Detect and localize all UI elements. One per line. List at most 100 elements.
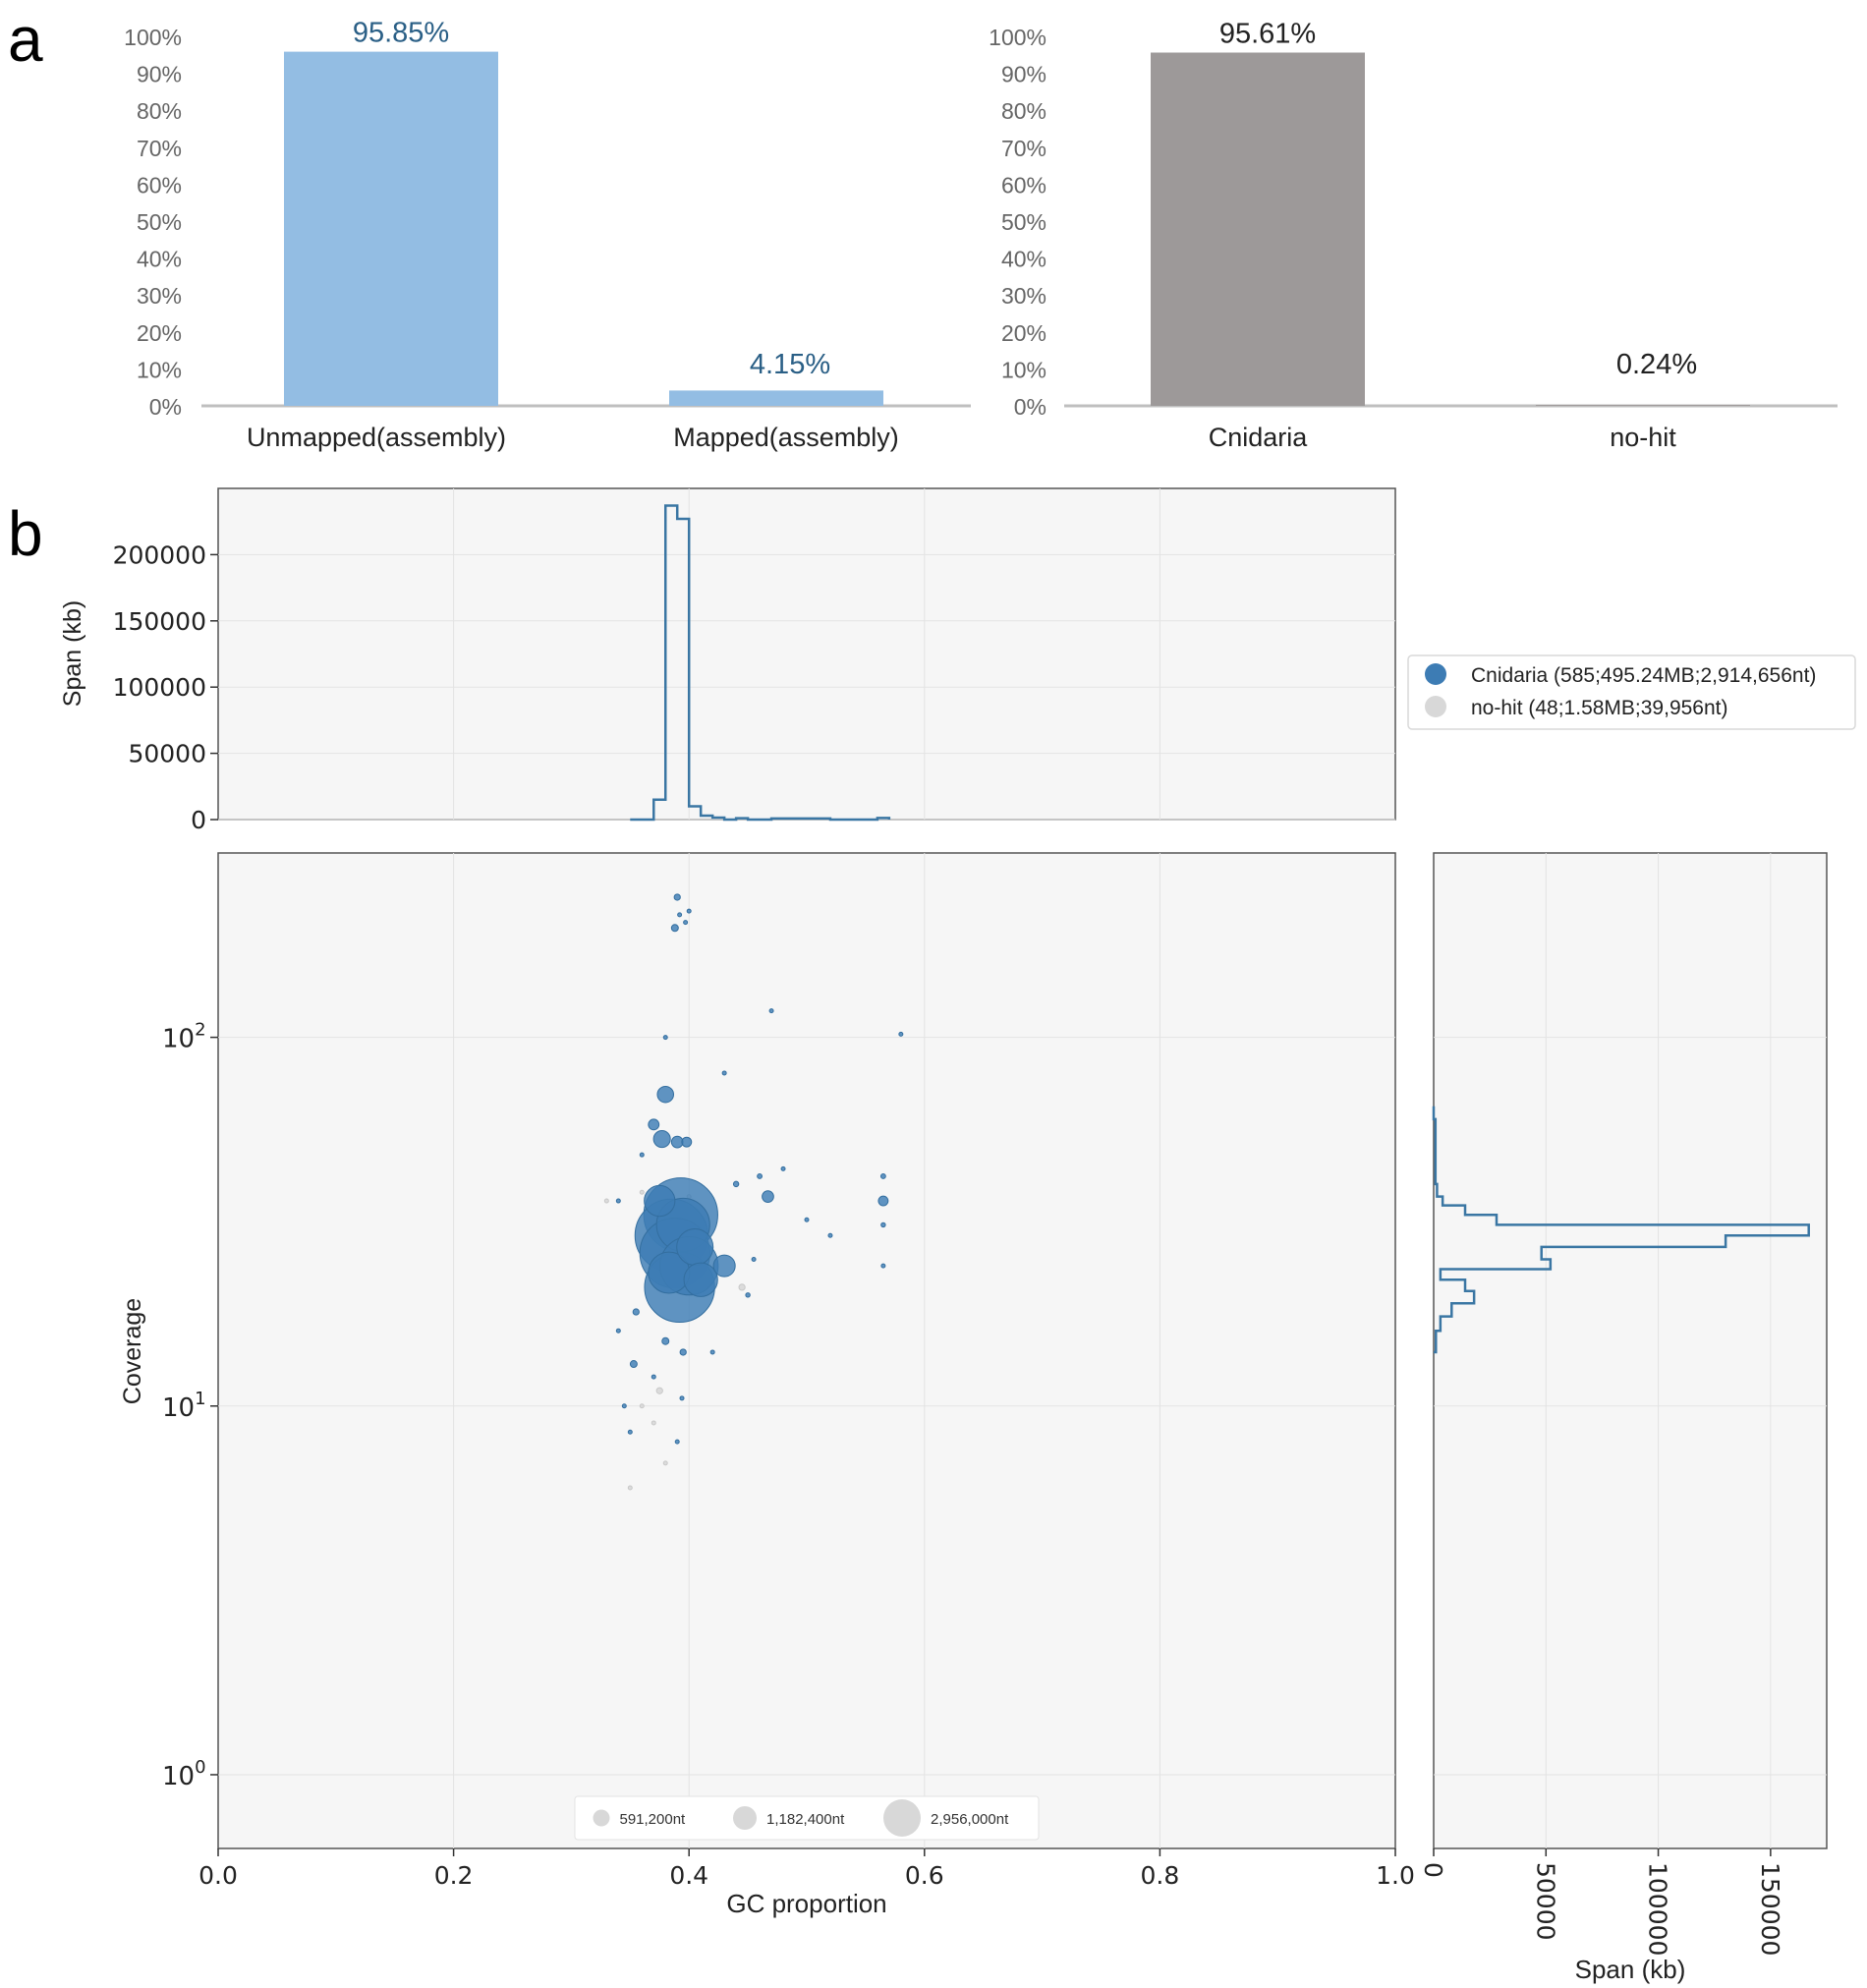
point-no-hit bbox=[639, 1403, 645, 1409]
y-tick-label: 100% bbox=[989, 25, 1047, 50]
gc-coverage-scatter: 0.0 0.2 0.4 0.6 0.8 1.0 100 101 102 GC proporti… bbox=[119, 852, 1415, 1918]
y-tick-label: 30% bbox=[1001, 283, 1047, 309]
y-tick-label: 0 bbox=[191, 806, 206, 834]
point-no-hit bbox=[738, 1283, 746, 1291]
panel-label-b: b bbox=[8, 498, 43, 569]
y-tick-label: 60% bbox=[137, 172, 182, 198]
x-tick-label: 0.6 bbox=[905, 1861, 944, 1890]
y-tick-label: 100 bbox=[162, 1757, 206, 1791]
y-axis-ticks: 100 101 102 bbox=[162, 1020, 218, 1791]
y-tick-label: 40% bbox=[137, 247, 182, 272]
legend-label-cnidaria: Cnidaria (585;495.24MB;2,914,656nt) bbox=[1471, 664, 1816, 687]
y-tick-label: 10% bbox=[1001, 357, 1047, 382]
legend-marker-cnidaria bbox=[1425, 663, 1446, 685]
point-no-hit bbox=[651, 1420, 656, 1426]
point-cnidaria bbox=[670, 1135, 684, 1149]
x-tick-label: 0.8 bbox=[1141, 1861, 1180, 1890]
size-legend-box bbox=[574, 1795, 1040, 1841]
size-legend: 591,200nt 1,182,400nt 2,956,000nt bbox=[574, 1795, 1040, 1841]
scatter-points bbox=[603, 893, 904, 1491]
point-cnidaria bbox=[615, 1198, 621, 1204]
point-cnidaria bbox=[712, 1254, 736, 1278]
y-tick-label: 50% bbox=[137, 209, 182, 235]
point-no-hit bbox=[662, 1460, 668, 1466]
value-label-no-hit: 0.24% bbox=[1616, 349, 1697, 380]
point-cnidaria bbox=[879, 1173, 886, 1179]
y-tick-label: 101 bbox=[162, 1389, 206, 1423]
coverage-span-histogram: 0 50000 100000 150000 Span (kb) bbox=[1419, 852, 1828, 1984]
y-axis-label: Span (kb) bbox=[59, 600, 86, 707]
category-label-unmapped: Unmapped(assembly) bbox=[247, 423, 506, 452]
size-legend-label: 591,200nt bbox=[619, 1811, 686, 1828]
x-axis-ticks: 0 50000 100000 150000 bbox=[1419, 1848, 1784, 1956]
point-cnidaria bbox=[621, 1403, 627, 1409]
size-legend-marker bbox=[883, 1799, 921, 1837]
point-cnidaria bbox=[632, 1308, 640, 1316]
y-tick-label: 90% bbox=[137, 62, 182, 87]
x-tick-label: 100000 bbox=[1644, 1862, 1672, 1956]
point-cnidaria bbox=[670, 924, 679, 933]
gridlines bbox=[1434, 853, 1827, 1848]
point-cnidaria bbox=[648, 1118, 660, 1131]
point-cnidaria bbox=[709, 1349, 715, 1355]
y-tick-label: 80% bbox=[137, 98, 182, 124]
point-cnidaria bbox=[677, 912, 683, 918]
value-label-unmapped: 95.85% bbox=[353, 18, 449, 49]
y-tick-label: 20% bbox=[137, 320, 182, 346]
point-cnidaria bbox=[661, 1336, 670, 1345]
point-cnidaria bbox=[683, 920, 689, 926]
point-cnidaria bbox=[780, 1165, 786, 1171]
point-cnidaria bbox=[679, 1395, 685, 1401]
point-cnidaria bbox=[877, 1195, 889, 1207]
point-cnidaria bbox=[673, 893, 681, 901]
value-label-mapped: 4.15% bbox=[750, 349, 830, 380]
point-cnidaria bbox=[757, 1173, 764, 1179]
point-cnidaria bbox=[732, 1180, 740, 1188]
point-cnidaria bbox=[651, 1374, 656, 1380]
point-cnidaria bbox=[683, 1262, 718, 1297]
y-tick-label: 40% bbox=[1001, 247, 1047, 272]
plot-area bbox=[217, 852, 1396, 1849]
point-no-hit bbox=[627, 1485, 633, 1491]
y-tick-label: 10% bbox=[137, 357, 182, 382]
point-cnidaria bbox=[681, 1136, 693, 1148]
bar-cnidaria bbox=[1151, 52, 1365, 406]
point-cnidaria bbox=[676, 1227, 714, 1266]
x-tick-label: 0 bbox=[1419, 1862, 1447, 1878]
legend-box bbox=[1407, 654, 1856, 730]
y-tick-label: 150000 bbox=[113, 607, 206, 636]
point-no-hit bbox=[603, 1198, 609, 1204]
point-cnidaria bbox=[768, 1008, 774, 1014]
value-label-cnidaria: 95.61% bbox=[1219, 19, 1316, 50]
y-tick-label: 30% bbox=[137, 283, 182, 309]
y-tick-label: 50000 bbox=[128, 740, 206, 768]
legend-marker-no-hit bbox=[1425, 696, 1446, 717]
point-cnidaria bbox=[751, 1256, 757, 1262]
span-step-line bbox=[1432, 1106, 1810, 1354]
y-tick-label: 90% bbox=[1001, 62, 1047, 87]
bar-unmapped bbox=[284, 51, 498, 406]
gridlines bbox=[218, 853, 1395, 1848]
point-cnidaria bbox=[674, 1439, 680, 1445]
y-tick-label: 0% bbox=[1014, 394, 1047, 420]
legend-label-no-hit: no-hit (48;1.58MB;39,956nt) bbox=[1471, 697, 1728, 719]
point-cnidaria bbox=[639, 1152, 645, 1158]
point-cnidaria bbox=[656, 1085, 675, 1104]
bar-no-hit bbox=[1536, 405, 1750, 406]
category-label-cnidaria: Cnidaria bbox=[1209, 423, 1309, 452]
plot-area bbox=[1433, 852, 1828, 1849]
size-legend-marker bbox=[593, 1809, 610, 1827]
bar-mapped bbox=[669, 390, 883, 406]
point-cnidaria bbox=[679, 1348, 687, 1356]
category-legend: Cnidaria (585;495.24MB;2,914,656nt) no-h… bbox=[1407, 654, 1856, 730]
y-tick-label: 100% bbox=[124, 25, 182, 50]
x-axis-label: Span (kb) bbox=[1575, 1955, 1686, 1984]
y-tick-label: 70% bbox=[1001, 136, 1047, 161]
panel-label-a: a bbox=[8, 4, 43, 75]
bar-chart-mapping: 0% 10% 20% 30% 40% 50% 60% 70% 80% 90% 100% 95.85%… bbox=[124, 18, 971, 452]
y-tick-label: 60% bbox=[1001, 172, 1047, 198]
y-tick-label: 0% bbox=[149, 394, 182, 420]
x-tick-label: 0.4 bbox=[669, 1861, 708, 1890]
x-tick-label: 0.0 bbox=[198, 1861, 238, 1890]
